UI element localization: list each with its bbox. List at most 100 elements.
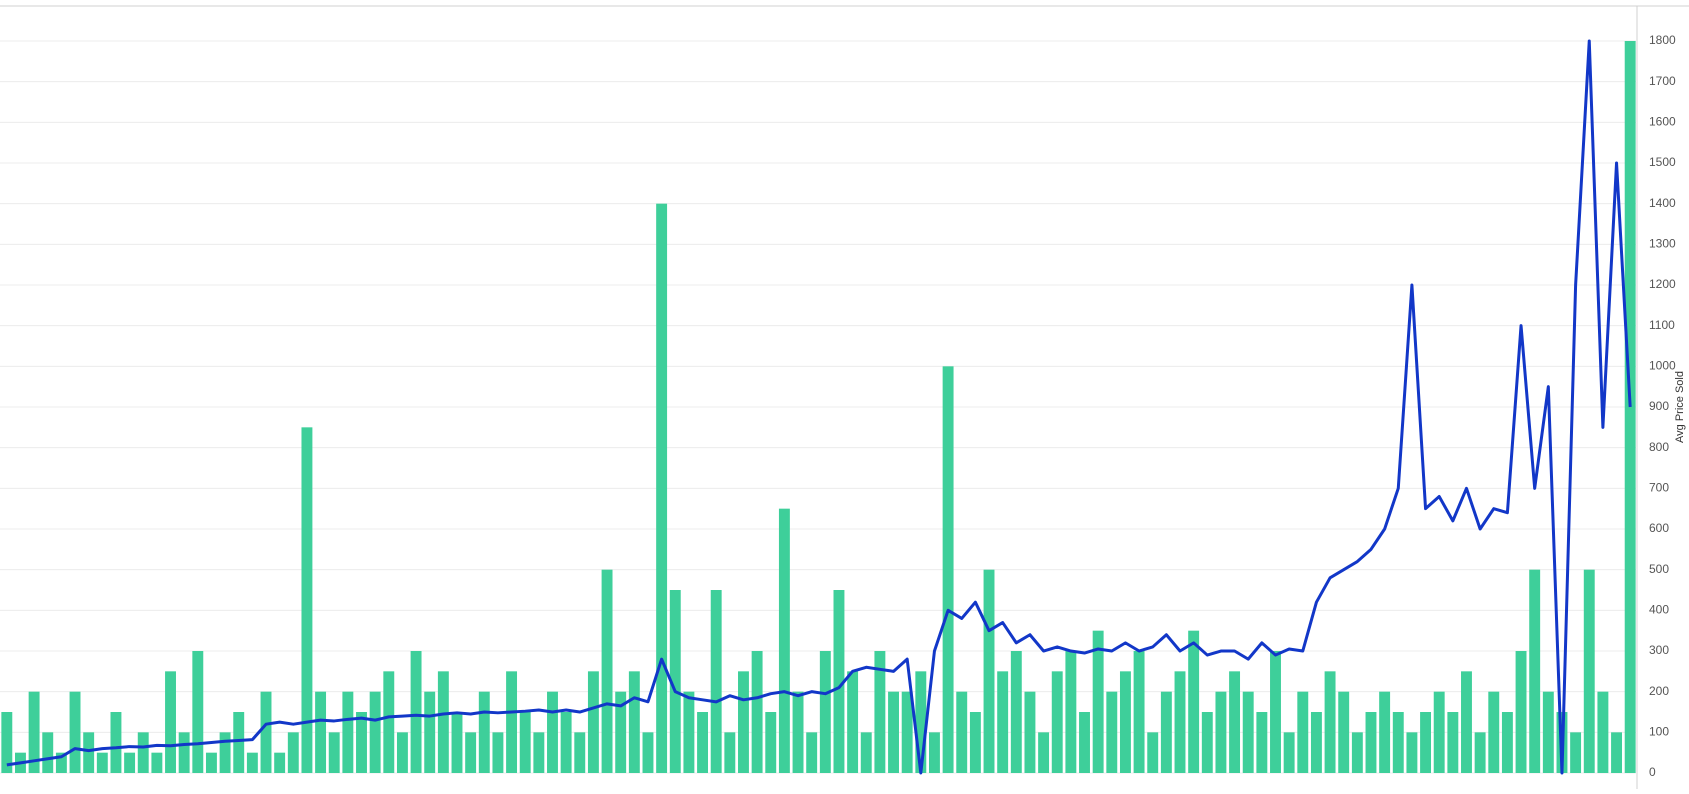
bar — [847, 671, 859, 773]
bar — [1188, 630, 1200, 773]
y-tick-label: 1700 — [1649, 74, 1676, 88]
bar — [1515, 651, 1527, 773]
bar — [1433, 691, 1445, 773]
bar — [533, 732, 545, 773]
bar — [642, 732, 654, 773]
bar — [1501, 712, 1513, 773]
bar — [1297, 691, 1309, 773]
y-tick-label: 1600 — [1649, 115, 1676, 129]
bar — [1611, 732, 1622, 773]
bar — [1461, 671, 1472, 773]
bar — [860, 732, 872, 773]
bar — [233, 712, 245, 773]
bar — [1447, 712, 1459, 773]
bar — [1010, 651, 1022, 773]
bar — [260, 691, 272, 773]
bar — [437, 671, 449, 773]
bar — [547, 691, 558, 773]
bar — [1160, 691, 1172, 773]
bar — [28, 691, 40, 773]
bar — [69, 691, 81, 773]
bar — [301, 427, 313, 773]
y-tick-label: 1100 — [1649, 318, 1675, 332]
bar — [465, 732, 477, 773]
bar — [1038, 732, 1050, 773]
bar — [192, 651, 204, 773]
bar — [1542, 691, 1554, 773]
bar — [574, 732, 586, 773]
y-tick-label: 1400 — [1649, 196, 1676, 210]
bar — [628, 671, 640, 773]
y-tick-label: 800 — [1649, 440, 1669, 454]
bar — [1024, 691, 1036, 773]
bar — [901, 691, 913, 773]
bar — [96, 752, 108, 773]
bar — [1392, 712, 1404, 773]
bar — [1270, 651, 1281, 773]
y-tick-label: 100 — [1649, 725, 1669, 739]
bar — [1092, 630, 1104, 773]
y-tick-label: 1200 — [1649, 277, 1676, 291]
bar — [151, 752, 163, 773]
bar — [915, 671, 927, 773]
bar — [560, 712, 572, 773]
bar — [778, 508, 790, 773]
bar — [42, 732, 54, 773]
bar — [1570, 732, 1582, 773]
bar — [1106, 691, 1118, 773]
bar — [1242, 691, 1254, 773]
bar — [983, 569, 995, 773]
bar — [369, 691, 381, 773]
bar — [1201, 712, 1213, 773]
bar — [724, 732, 736, 773]
bar — [1, 712, 13, 773]
bar — [1215, 691, 1227, 773]
bar — [956, 691, 968, 773]
bar — [178, 732, 190, 773]
bar — [1324, 671, 1336, 773]
bar — [356, 712, 367, 773]
bar — [1256, 712, 1268, 773]
bar — [246, 752, 258, 773]
bar — [710, 590, 722, 773]
bar — [1583, 569, 1595, 773]
y-axis-title: Avg Price Sold — [1674, 371, 1686, 443]
bar — [587, 671, 599, 773]
bar — [738, 671, 749, 773]
bar — [697, 712, 709, 773]
bar — [506, 671, 518, 773]
bar — [997, 671, 1009, 773]
bar — [1283, 732, 1295, 773]
bar — [669, 590, 681, 773]
bar — [1079, 712, 1090, 773]
bar — [942, 366, 954, 773]
y-tick-label: 1800 — [1649, 33, 1676, 47]
bar — [1229, 671, 1241, 773]
bar — [451, 712, 463, 773]
bar — [137, 732, 149, 773]
bar — [1119, 671, 1131, 773]
y-tick-label: 0 — [1649, 765, 1656, 779]
bar — [315, 691, 327, 773]
bar — [274, 752, 286, 773]
y-tick-label: 300 — [1649, 643, 1669, 657]
y-tick-label: 500 — [1649, 562, 1669, 576]
bar — [1351, 732, 1363, 773]
bar — [55, 752, 67, 773]
bar — [1529, 569, 1541, 773]
bar — [615, 691, 627, 773]
bar — [205, 752, 217, 773]
bar — [1310, 712, 1322, 773]
bar — [1174, 671, 1186, 773]
bar — [1338, 691, 1350, 773]
bar — [1133, 651, 1145, 773]
bar — [1379, 691, 1391, 773]
y-tick-label: 1000 — [1649, 359, 1676, 373]
bar — [424, 691, 436, 773]
bar — [751, 651, 763, 773]
bar — [219, 732, 231, 773]
y-tick-label: 900 — [1649, 399, 1669, 413]
bar — [83, 732, 95, 773]
bar — [1488, 691, 1500, 773]
